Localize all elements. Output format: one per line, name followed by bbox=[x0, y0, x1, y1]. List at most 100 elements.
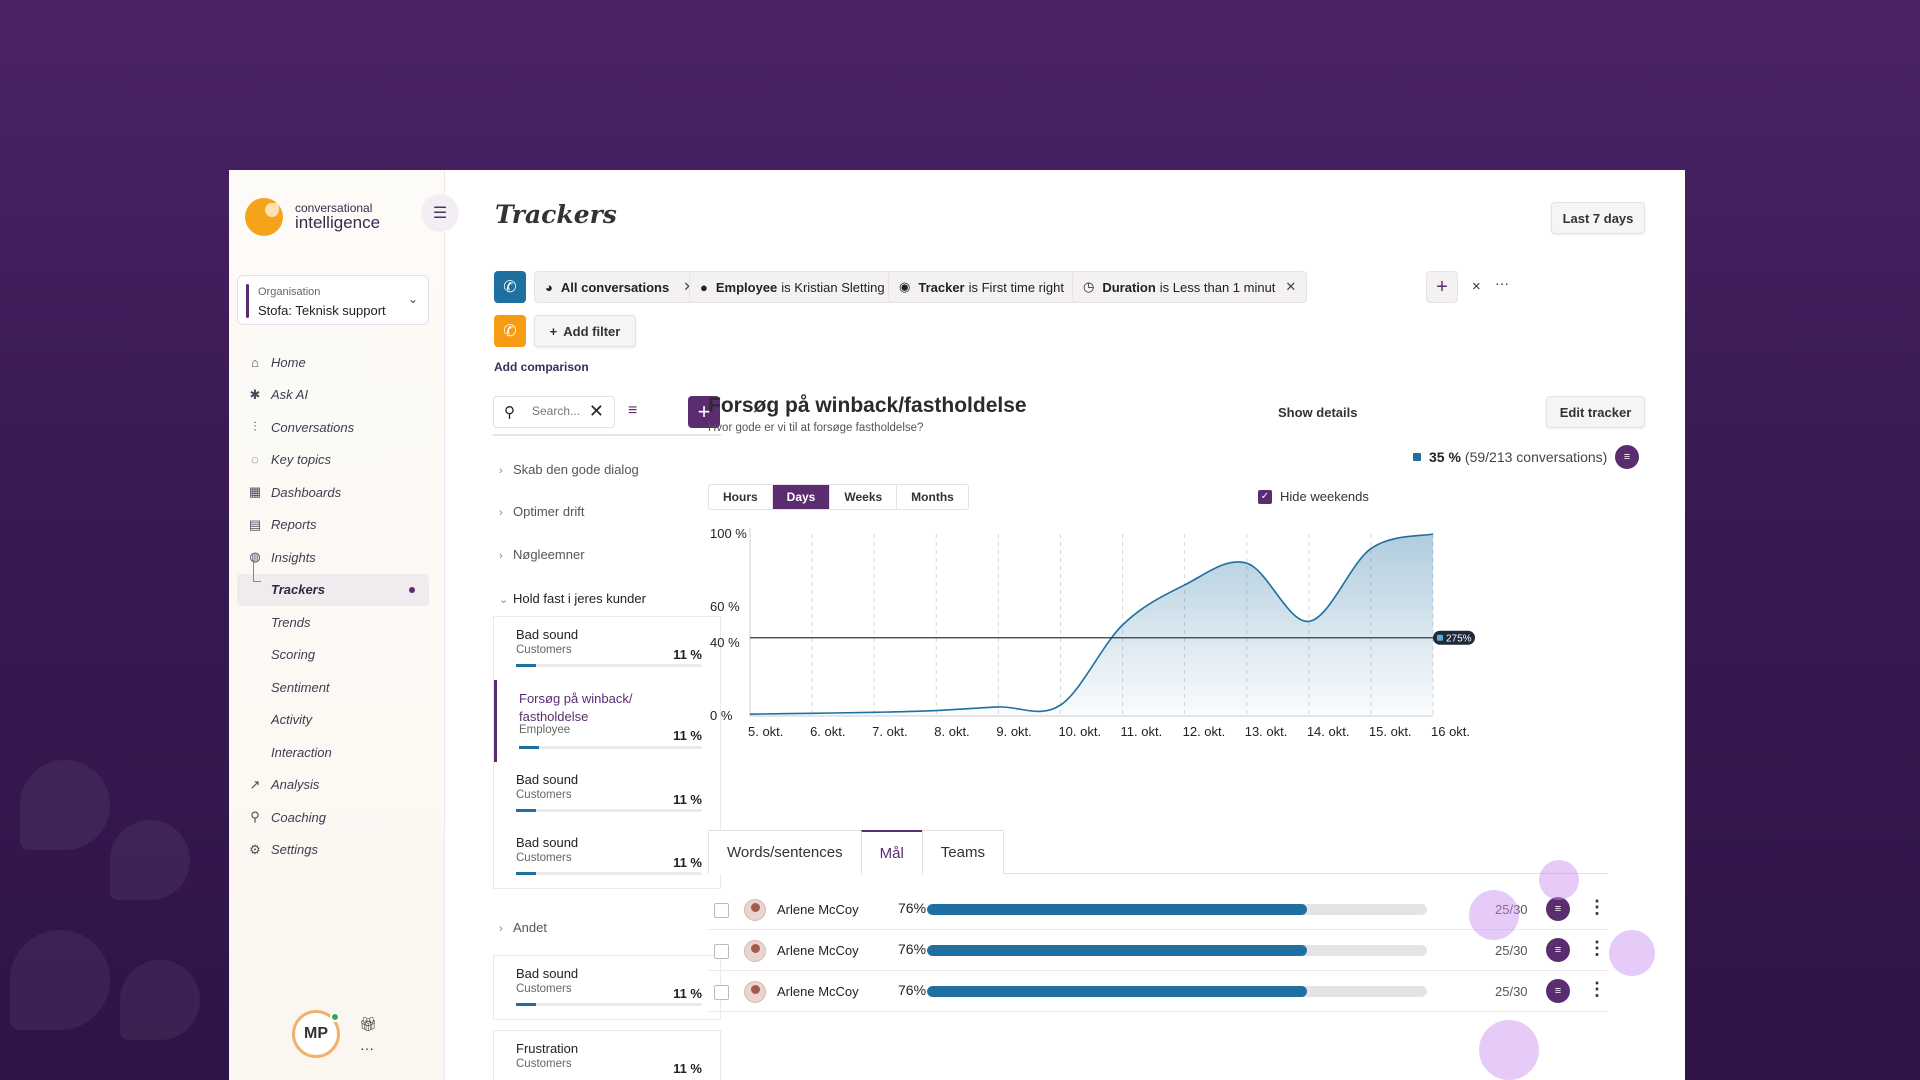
tab-words-sentences[interactable]: Words/sentences bbox=[708, 830, 862, 874]
series-swatch bbox=[1413, 453, 1421, 461]
active-dot bbox=[409, 586, 415, 593]
filter-chip-duration[interactable]: ◷ Duration is Less than 1 minut ✕ bbox=[1072, 271, 1308, 303]
gift-icon[interactable]: 🎁︎ bbox=[359, 1016, 377, 1032]
row-details-button[interactable]: ≡ bbox=[1546, 938, 1570, 962]
logo[interactable]: conversational intelligence bbox=[245, 198, 380, 236]
tracker-group[interactable]: › Skab den gode dialog bbox=[499, 462, 639, 477]
tracker-bar-fill bbox=[516, 1003, 537, 1006]
filters-more-icon[interactable]: ··· bbox=[1495, 275, 1509, 291]
sidebar-item-ask-ai[interactable]: ✱ Ask AI bbox=[237, 379, 429, 412]
granularity-weeks[interactable]: Weeks bbox=[830, 485, 898, 509]
summary-action-button[interactable]: ≡ bbox=[1615, 445, 1639, 469]
tracker-group[interactable]: › Andet bbox=[499, 920, 547, 935]
tracker-list-card: Bad sound Customers 11 % Forsøg på winba… bbox=[493, 616, 721, 889]
pie-icon: ◕ bbox=[545, 279, 553, 295]
kebab-menu-icon[interactable]: ⋮ bbox=[1588, 897, 1606, 917]
organisation-select[interactable]: Organisation Stofa: Teknisk support ⌄ bbox=[237, 275, 429, 325]
filter-chip-conversations[interactable]: ◕ All conversations ✕ bbox=[534, 271, 706, 303]
sidebar-item-insights[interactable]: ◍ Insights bbox=[237, 541, 429, 574]
edit-tracker-button[interactable]: Edit tracker bbox=[1546, 396, 1645, 428]
table-row[interactable]: Arlene McCoy 76% 25/30 ≡ ⋮ bbox=[708, 890, 1608, 930]
tab-maal[interactable]: Mål bbox=[860, 830, 923, 874]
hide-weekends-checkbox[interactable]: ✓ Hide weekends bbox=[1258, 489, 1369, 504]
add-chip-button[interactable]: + bbox=[1426, 271, 1458, 303]
sidebar-item-label: Trends bbox=[271, 614, 311, 630]
kebab-menu-icon[interactable]: ⋮ bbox=[1588, 938, 1606, 958]
sidebar-item-key-topics[interactable]: ◌ Key topics bbox=[237, 444, 429, 477]
tracker-item-selected[interactable]: Forsøg på winback/ fastholdelse Employee… bbox=[494, 680, 720, 762]
sidebar-item-activity[interactable]: Activity bbox=[237, 704, 429, 737]
add-comparison-link[interactable]: Add comparison bbox=[494, 360, 589, 374]
show-details-button[interactable]: Show details bbox=[1278, 405, 1358, 420]
sidebar-item-trackers[interactable]: Trackers bbox=[237, 573, 429, 606]
comparison-dataset-button[interactable]: ✆ bbox=[494, 315, 526, 347]
sidebar-item-dashboards[interactable]: ▦ Dashboards bbox=[237, 476, 429, 509]
tracker-search[interactable]: ⚲ ✕ bbox=[493, 396, 615, 428]
sidebar-item-scoring[interactable]: Scoring bbox=[237, 639, 429, 672]
remove-filter-icon[interactable]: ✕ bbox=[1285, 279, 1297, 294]
table-row[interactable]: Arlene McCoy 76% 25/30 ≡ ⋮ bbox=[708, 972, 1608, 1012]
tab-teams[interactable]: Teams bbox=[921, 830, 1004, 874]
x-tick-label: 14. okt. bbox=[1307, 724, 1350, 739]
x-tick-label: 9. okt. bbox=[996, 724, 1031, 739]
timer-icon: ◷ bbox=[1083, 279, 1095, 294]
sidebar-item-settings[interactable]: ⚙ Settings bbox=[237, 834, 429, 867]
background-shape bbox=[10, 930, 110, 1030]
tracker-item[interactable]: Bad sound Customers 11 % bbox=[494, 617, 720, 680]
row-details-button[interactable]: ≡ bbox=[1546, 979, 1570, 1003]
more-icon[interactable]: ··· bbox=[360, 1040, 374, 1056]
app-window: conversational intelligence Organisation… bbox=[229, 170, 1685, 1080]
topics-icon: ◌ bbox=[251, 452, 259, 468]
row-progress-fill bbox=[927, 986, 1307, 997]
chip-label: Tracker bbox=[918, 279, 965, 295]
table-row[interactable]: Arlene McCoy 76% 25/30 ≡ ⋮ bbox=[708, 931, 1608, 971]
sidebar-item-coaching[interactable]: ⚲ Coaching bbox=[237, 801, 429, 834]
sidebar-item-sentiment[interactable]: Sentiment bbox=[237, 671, 429, 704]
clear-filters-icon[interactable]: × bbox=[1472, 278, 1481, 295]
tracker-item[interactable]: Bad sound Customers 11 % bbox=[494, 762, 720, 825]
tracker-name: Bad sound bbox=[516, 966, 579, 981]
plus-icon: + bbox=[697, 399, 711, 424]
kebab-menu-icon[interactable]: ⋮ bbox=[1588, 979, 1606, 999]
tracker-group[interactable]: › Nøgleemner bbox=[499, 547, 585, 562]
sidebar-item-reports[interactable]: ▤ Reports bbox=[237, 509, 429, 542]
tracker-item[interactable]: Frustration Customers 11 % bbox=[494, 1031, 720, 1080]
sidebar-item-home[interactable]: ⌂ Home bbox=[237, 346, 429, 379]
sidebar-item-label: Analysis bbox=[271, 777, 320, 793]
add-filter-button[interactable]: + Add filter bbox=[534, 315, 636, 347]
remove-filter-icon[interactable]: ✕ bbox=[683, 279, 694, 295]
sidebar-item-conversations[interactable]: ⫶ Conversations bbox=[237, 411, 429, 444]
sidebar-item-trends[interactable]: Trends bbox=[237, 606, 429, 639]
row-checkbox[interactable] bbox=[714, 903, 729, 918]
primary-dataset-button[interactable]: ✆ bbox=[494, 271, 526, 303]
filter-icon[interactable]: ≡ bbox=[628, 402, 638, 419]
clear-search-icon[interactable]: ✕ bbox=[588, 401, 604, 421]
sidebar-item-analysis[interactable]: ↗ Analysis bbox=[237, 769, 429, 802]
chevron-right-icon: › bbox=[499, 465, 503, 477]
chip-value: is First time right bbox=[968, 279, 1064, 295]
collapse-sidebar-button[interactable]: ☰ bbox=[421, 194, 459, 232]
row-checkbox[interactable] bbox=[714, 944, 729, 959]
granularity-months[interactable]: Months bbox=[897, 485, 968, 509]
tracker-pct: 11 % bbox=[673, 855, 702, 870]
row-details-button[interactable]: ≡ bbox=[1546, 897, 1570, 921]
tracker-group[interactable]: › Optimer drift bbox=[499, 504, 585, 519]
date-range-button[interactable]: Last 7 days bbox=[1551, 202, 1645, 234]
tracker-name: Forsøg på winback/ fastholdelse bbox=[519, 691, 633, 724]
tracker-bar bbox=[519, 746, 702, 749]
tracker-item[interactable]: Bad sound Customers 11 % bbox=[494, 825, 720, 888]
sidebar-item-interaction[interactable]: Interaction bbox=[237, 736, 429, 769]
granularity-hours[interactable]: Hours bbox=[709, 485, 773, 509]
row-checkbox[interactable] bbox=[714, 985, 729, 1000]
add-tracker-button[interactable]: + bbox=[688, 396, 720, 428]
logo-text-big: intelligence bbox=[295, 213, 381, 233]
tracker-group-open[interactable]: ⌄ Hold fast i jeres kunder bbox=[499, 591, 646, 606]
search-input[interactable] bbox=[532, 404, 592, 418]
chevron-right-icon: › bbox=[499, 923, 503, 935]
list-icon: ≡ bbox=[1623, 451, 1631, 463]
y-tick-label: 0 % bbox=[710, 708, 733, 723]
tracker-item[interactable]: Bad sound Customers 11 % bbox=[494, 956, 720, 1019]
granularity-days[interactable]: Days bbox=[772, 485, 831, 509]
